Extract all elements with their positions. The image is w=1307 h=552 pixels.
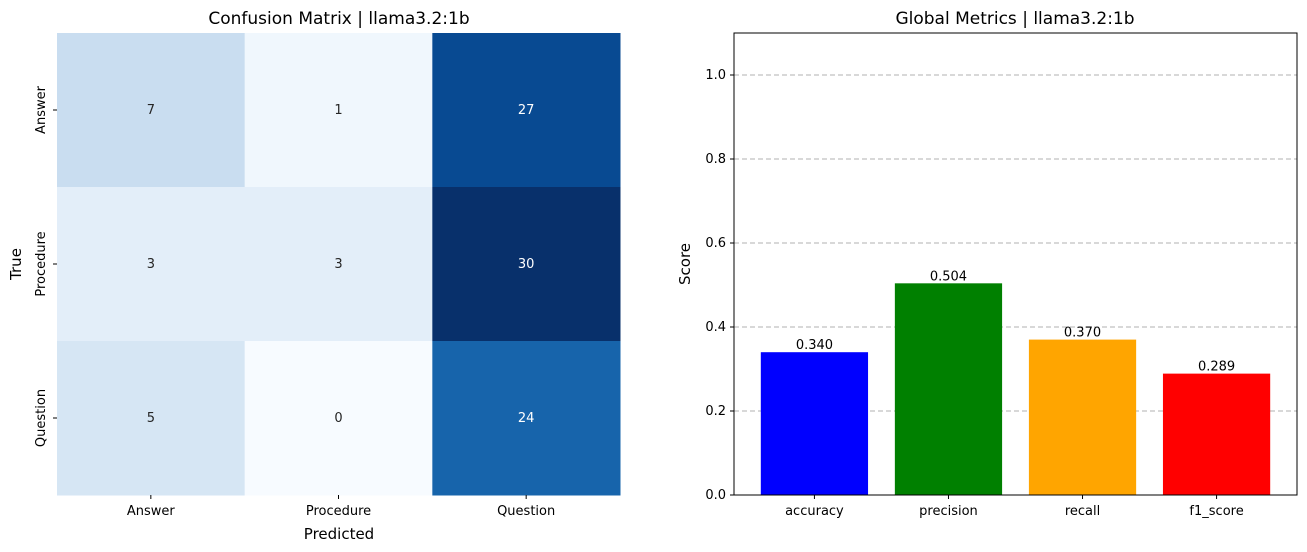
bar-recall [1028,339,1137,495]
heatmap-y-axis-label: True [7,248,25,281]
heatmap-cells: 7 1 27 3 3 30 5 0 24 [57,33,621,496]
bar-value-label: 0.340 [796,338,833,353]
heatmap-x-tick-label: Question [497,504,555,519]
heatmap-cell-1-0 [57,187,246,342]
heatmap-cell-0-1 [244,33,433,188]
bar-value-labels: 0.340 0.504 0.370 0.289 [796,269,1235,374]
bar-y-tick-label: 0.8 [705,152,726,167]
bar-x-tick-label: accuracy [785,504,844,519]
heatmap-cell-value: 7 [147,103,155,118]
heatmap-cell-2-1 [244,341,433,496]
heatmap-title: Confusion Matrix | llama3.2:1b [208,9,469,29]
heatmap-cell-2-2 [432,341,621,496]
bar-x-tick-label: f1_score [1189,504,1243,519]
heatmap-y-ticks: Answer Procedure Question [34,85,57,447]
bar-y-tick-label: 0.4 [705,320,726,335]
bar-accuracy [760,352,869,495]
heatmap-cell-value: 27 [518,103,535,118]
bar-f1_score [1162,373,1271,495]
bar-y-tick-label: 0.0 [705,488,726,503]
bar-x-ticks: accuracy precision recall f1_score [785,495,1244,519]
bar-x-tick-label: recall [1065,504,1100,519]
bar-value-label: 0.289 [1198,360,1235,375]
heatmap-x-tick-label: Procedure [306,504,371,519]
bar-grid-lines [734,74,1297,412]
bar-value-label: 0.504 [930,269,967,284]
heatmap-cell-value: 0 [334,411,342,426]
heatmap-cell-value: 24 [518,411,535,426]
bar-y-axis-label: Score [676,243,694,285]
bar-y-tick-label: 0.2 [705,404,726,419]
bar-value-label: 0.370 [1064,326,1101,341]
heatmap-cell-2-0 [57,341,246,496]
heatmap-x-tick-label: Answer [127,504,176,519]
bar-plot-frame [733,32,1298,496]
bar-chart-title: Global Metrics | llama3.2:1b [895,9,1134,29]
heatmap-cell-value: 5 [147,411,155,426]
heatmap-cell-0-2 [432,33,621,188]
confusion-matrix-panel: Confusion Matrix | llama3.2:1b 7 1 27 3 3 30 5… [7,9,621,543]
heatmap-cell-value: 3 [334,257,342,272]
heatmap-cell-1-1 [244,187,433,342]
bar-precision [894,283,1003,495]
heatmap-x-axis-label: Predicted [304,525,374,543]
heatmap-y-tick-label: Question [34,389,49,447]
heatmap-y-tick-label: Answer [34,85,49,134]
bar-x-tick-label: precision [919,504,978,519]
global-metrics-panel: Global Metrics | llama3.2:1b 0.3400.5040… [676,9,1298,519]
heatmap-cell-1-2 [432,187,621,342]
heatmap-cell-value: 1 [334,103,342,118]
bar-y-tick-label: 1.0 [705,68,726,83]
heatmap-cell-value: 30 [518,257,535,272]
bar-y-ticks: 0.0 0.2 0.4 0.6 0.8 1.0 [705,68,734,503]
bar-series [760,283,1271,495]
bar-y-tick-label: 0.6 [705,236,726,251]
heatmap-cell-0-0 [57,33,246,188]
heatmap-x-ticks: Answer Procedure Question [127,495,555,519]
heatmap-cell-value: 3 [147,257,155,272]
heatmap-y-tick-label: Procedure [34,231,49,296]
